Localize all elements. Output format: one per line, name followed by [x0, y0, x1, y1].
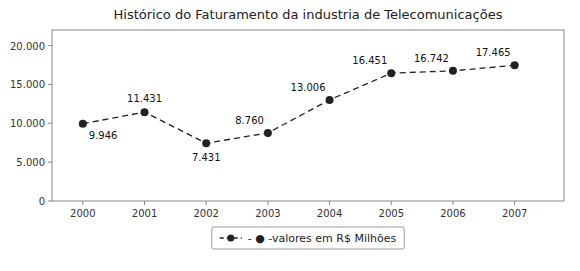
data-label: 7.431 — [192, 152, 221, 163]
x-tick — [267, 201, 268, 205]
x-tick — [452, 201, 453, 205]
y-tick-label: 20.000 — [10, 41, 45, 52]
x-tick-label: 2006 — [440, 208, 465, 219]
x-tick — [206, 201, 207, 205]
x-tick-label: 2004 — [317, 208, 342, 219]
series-line — [83, 65, 515, 143]
data-point — [387, 69, 395, 77]
data-labels: 9.946 11.431 7.431 8.760 13.006 16.451 16.742 1… — [89, 47, 511, 163]
legend-marker — [227, 235, 234, 242]
y-tick — [48, 201, 52, 202]
data-label: 16.451 — [352, 55, 387, 66]
data-label: 17.465 — [476, 47, 511, 58]
data-label: 8.760 — [235, 115, 264, 126]
x-tick — [391, 201, 392, 205]
data-point — [79, 120, 87, 128]
data-point — [264, 129, 272, 137]
x-tick-label: 2007 — [502, 208, 527, 219]
data-point — [511, 61, 519, 69]
x-tick-label: 2005 — [379, 208, 404, 219]
y-tick-label: 15.000 — [10, 79, 45, 90]
data-point — [141, 108, 149, 116]
marks — [79, 61, 519, 147]
x-tick — [82, 201, 83, 205]
x-tick — [144, 201, 145, 205]
legend-item: - ● -valores em R$ Milhões — [220, 232, 397, 245]
x-tick-label: 2000 — [70, 208, 95, 219]
y-tick — [48, 84, 52, 85]
data-point — [449, 67, 457, 75]
data-label: 11.431 — [127, 93, 162, 104]
x-tick-label: 2003 — [255, 208, 280, 219]
y-tick-label: 5.000 — [16, 157, 45, 168]
data-point — [202, 139, 210, 147]
data-label: 13.006 — [291, 82, 326, 93]
y-tick — [48, 45, 52, 46]
data-label: 9.946 — [89, 130, 118, 141]
x-tick — [329, 201, 330, 205]
title: Histórico do Faturamento da industria de… — [114, 7, 503, 22]
legend-box — [212, 227, 404, 249]
y-tick — [48, 162, 52, 163]
x-tick — [514, 201, 515, 205]
data-label: 16.742 — [414, 53, 449, 64]
y-tick-label: 0 — [39, 196, 45, 207]
legend: - ● -valores em R$ Milhões — [212, 227, 404, 249]
x-tick-label: 2001 — [132, 208, 157, 219]
legend-label: - ● -valores em R$ Milhões — [248, 232, 397, 245]
y-tick-label: 10.000 — [10, 118, 45, 129]
y-tick — [48, 123, 52, 124]
chart: Histórico do Faturamento da industria de… — [0, 0, 580, 271]
data-point — [326, 96, 334, 104]
x-tick-label: 2002 — [193, 208, 218, 219]
plot-frame — [52, 30, 564, 201]
